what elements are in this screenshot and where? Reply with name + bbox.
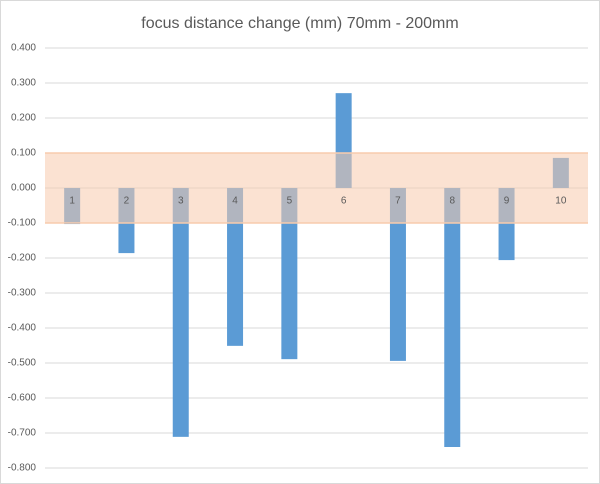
y-tick-label: 0.100 (11, 148, 36, 159)
bar (389, 188, 406, 361)
bar (444, 188, 461, 447)
y-tick-label: 0.300 (11, 78, 36, 89)
chart-title: focus distance change (mm) 70mm - 200mm (141, 15, 458, 32)
x-tick-label: 9 (504, 196, 510, 207)
x-tick-label: 7 (395, 196, 401, 207)
bar (172, 188, 189, 437)
y-tick-label: -0.500 (8, 358, 37, 369)
y-tick-label: -0.100 (8, 218, 37, 229)
x-tick-label: 2 (124, 196, 130, 207)
x-tick-label: 10 (555, 196, 567, 207)
y-tick-label: -0.300 (8, 288, 37, 299)
y-tick-label: -0.800 (8, 463, 37, 474)
y-tick-label: -0.200 (8, 253, 37, 264)
x-tick-label: 6 (341, 196, 347, 207)
y-tick-label: 0.000 (11, 183, 36, 194)
bar (281, 188, 298, 360)
y-tick-label: -0.600 (8, 393, 37, 404)
x-tick-label: 4 (232, 196, 238, 207)
x-tick-label: 1 (69, 196, 75, 207)
x-tick-label: 5 (287, 196, 293, 207)
y-tick-label: 0.400 (11, 43, 36, 54)
x-tick-label: 3 (178, 196, 184, 207)
bar (227, 188, 244, 346)
y-tick-label: -0.700 (8, 428, 37, 439)
y-tick-label: -0.400 (8, 323, 37, 334)
y-tick-label: 0.200 (11, 113, 36, 124)
x-tick-label: 8 (449, 196, 455, 207)
highlight-band (45, 153, 588, 223)
